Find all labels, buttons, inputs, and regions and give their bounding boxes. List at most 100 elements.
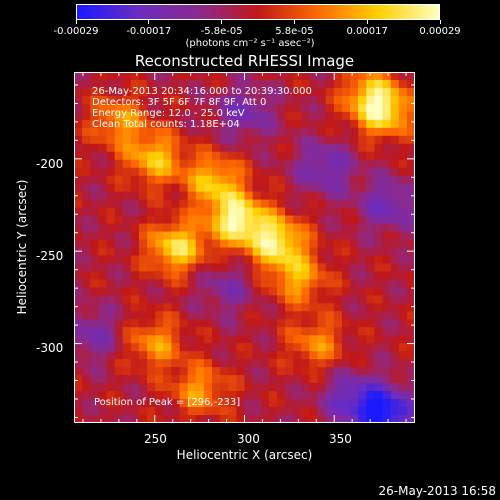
heatmap-cell (293, 367, 302, 376)
heatmap-cell (203, 135, 213, 145)
heatmap-cell (406, 359, 416, 368)
heatmap-cell (187, 103, 197, 113)
heatmap-cell (244, 359, 254, 368)
heatmap-cell (390, 79, 400, 89)
heatmap-cell (333, 127, 343, 137)
heatmap-cell (106, 207, 116, 217)
heatmap-cell (114, 375, 124, 384)
heatmap-cell (309, 79, 319, 89)
heatmap-cell (390, 375, 400, 384)
heatmap-cell (98, 255, 108, 265)
heatmap-cell (244, 391, 254, 400)
heatmap-cell (374, 79, 384, 89)
colorbar-tick-mark (439, 20, 441, 24)
heatmap-cell (406, 303, 416, 312)
heatmap-cell (138, 271, 148, 281)
colorbar-tick-label: 0.00029 (419, 26, 461, 37)
heatmap-cell (252, 167, 262, 177)
heatmap-cell (398, 159, 408, 169)
heatmap-cell (366, 151, 376, 161)
heatmap-cell (268, 175, 278, 185)
heatmap-cell (358, 375, 367, 384)
heatmap-cell (236, 335, 246, 344)
heatmap-cell (398, 231, 408, 241)
heatmap-cell (74, 335, 83, 344)
heatmap-cell (268, 159, 278, 169)
heatmap-cell (252, 415, 262, 424)
heatmap-cell (341, 263, 351, 273)
heatmap-cell (179, 183, 189, 193)
heatmap-cell (374, 359, 384, 368)
heatmap-cell (138, 327, 148, 336)
heatmap-cell (163, 72, 173, 81)
heatmap-cell (155, 303, 164, 312)
heatmap-cell (106, 215, 116, 225)
heatmap-cell (268, 303, 278, 312)
heatmap-cell (301, 79, 311, 89)
heatmap-cell (171, 271, 181, 281)
heatmap-cell (74, 375, 83, 384)
heatmap-cell (325, 295, 335, 304)
heatmap-cell (374, 215, 384, 225)
heatmap-cell (98, 119, 108, 129)
heatmap-cell (382, 343, 392, 352)
heatmap-cell (74, 319, 83, 328)
heatmap-cell (285, 72, 294, 81)
heatmap-cell (350, 223, 359, 233)
heatmap-cell (228, 303, 237, 312)
heatmap-cell (147, 327, 156, 336)
heatmap-cell (106, 199, 116, 209)
heatmap-cell (82, 72, 91, 81)
heatmap-cell (366, 87, 376, 97)
heatmap-cell (138, 111, 148, 121)
heatmap-cell (147, 295, 156, 304)
heatmap-cell (212, 359, 221, 368)
heatmap-cell (390, 247, 400, 257)
heatmap-cell (398, 375, 408, 384)
heatmap-cell (74, 167, 83, 177)
heatmap-cell (293, 135, 302, 145)
heatmap-cell (212, 135, 221, 145)
heatmap-cell (358, 239, 367, 249)
heatmap-cell (106, 415, 116, 424)
heatmap-cell (203, 351, 213, 360)
heatmap-cell (122, 199, 132, 209)
heatmap-cell (147, 183, 156, 193)
heatmap-cell (171, 343, 181, 352)
heatmap-cell (220, 367, 229, 376)
heatmap-cell (309, 143, 319, 153)
heatmap-cell (390, 111, 400, 121)
heatmap-cell (285, 159, 294, 169)
heatmap-cell (163, 295, 173, 304)
colorbar (76, 4, 440, 20)
heatmap-cell (252, 319, 262, 328)
heatmap-cell (187, 279, 197, 288)
heatmap-cell (325, 151, 335, 161)
heatmap-cell (341, 287, 351, 296)
heatmap-cell (309, 391, 319, 400)
heatmap-cell (301, 319, 311, 328)
heatmap-cell (228, 375, 237, 384)
heatmap-cell (276, 191, 286, 201)
heatmap-cell (406, 183, 416, 193)
heatmap-cell (244, 327, 254, 336)
heatmap-cell (163, 375, 173, 384)
heatmap-cell (285, 111, 294, 121)
heatmap-cell (236, 319, 246, 328)
heatmap-cell (268, 119, 278, 129)
heatmap-cell (195, 215, 205, 225)
heatmap-cell (187, 191, 197, 201)
heatmap-cell (260, 255, 270, 265)
heatmap-cell (203, 335, 213, 344)
heatmap-cell (366, 103, 376, 113)
heatmap-cell (228, 383, 237, 392)
heatmap-cell (130, 367, 140, 376)
heatmap-cell (285, 311, 294, 320)
heatmap-cell (122, 343, 132, 352)
heatmap-cell (301, 255, 311, 265)
x-axis-title: Heliocentric X (arcsec) (176, 448, 313, 462)
heatmap-cell (130, 335, 140, 344)
heatmap-cell (236, 367, 246, 376)
heatmap-cell (220, 111, 229, 121)
heatmap-cell (228, 335, 237, 344)
